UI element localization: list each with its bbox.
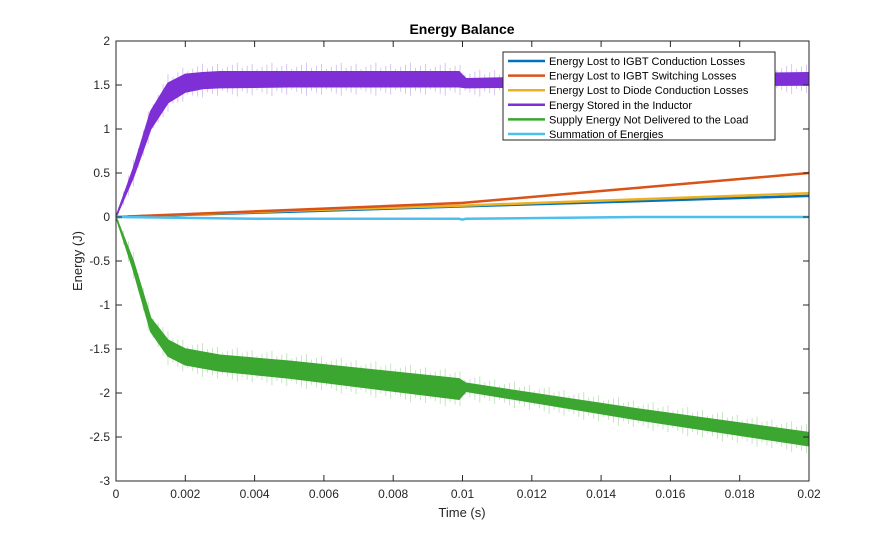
y-axis-label: Energy (J) — [70, 231, 85, 291]
x-tick-label: 0.004 — [240, 487, 270, 501]
x-tick-label: 0.008 — [378, 487, 408, 501]
series-band-supply-energy-not-delivered-to-the-load — [116, 216, 809, 447]
x-axis: 0 0.002 0.004 0.006 0.008 0.01 0.012 0.014 0.016… — [113, 41, 821, 501]
x-tick-label: 0.012 — [517, 487, 547, 501]
y-tick-label: 1 — [103, 122, 110, 136]
y-tick-label: -1 — [99, 298, 110, 312]
series-line-summation-of-energies — [116, 215, 809, 221]
x-tick-label: 0.002 — [170, 487, 200, 501]
series-band-energy-stored-in-the-inductor — [116, 71, 809, 218]
x-tick-label: 0.018 — [725, 487, 755, 501]
legend-entry: Energy Stored in the Inductor — [549, 100, 692, 112]
x-tick-label: 0.01 — [451, 487, 475, 501]
ripple-spikes-supply-energy-not-delivered-to-the-load — [118, 220, 807, 454]
x-tick-label: 0.016 — [655, 487, 685, 501]
legend-entry: Energy Lost to IGBT Conduction Losses — [549, 56, 746, 68]
x-tick-label: 0.02 — [797, 487, 821, 501]
legend-entry: Energy Lost to IGBT Switching Losses — [549, 71, 737, 83]
x-tick-label: 0.006 — [309, 487, 339, 501]
y-tick-label: 0 — [103, 210, 110, 224]
y-tick-label: 1.5 — [93, 78, 110, 92]
x-tick-label: 0 — [113, 487, 120, 501]
y-axis: -3 -2.5 -2 -1.5 -1 -0.5 0 0.5 1 1.5 2 — [89, 34, 809, 488]
chart-title: Energy Balance — [409, 21, 514, 37]
y-tick-label: 2 — [103, 34, 110, 48]
y-tick-label: -1.5 — [89, 342, 110, 356]
legend-entry: Summation of Energies — [549, 129, 664, 141]
y-tick-label: 0.5 — [93, 166, 110, 180]
legend-entry: Supply Energy Not Delivered to the Load — [549, 114, 748, 126]
legend: Energy Lost to IGBT Conduction Losses Ene… — [502, 51, 776, 141]
y-tick-label: -2 — [99, 386, 110, 400]
y-tick-label: -3 — [99, 474, 110, 488]
series-line-energy-lost-to-igbt-switching-losses — [116, 171, 809, 219]
y-tick-label: -2.5 — [89, 430, 110, 444]
y-tick-label: -0.5 — [89, 254, 110, 268]
x-axis-label: Time (s) — [438, 505, 485, 520]
x-tick-label: 0.014 — [586, 487, 616, 501]
legend-entry: Energy Lost to Diode Conduction Losses — [549, 85, 749, 97]
legend-box — [502, 51, 776, 141]
